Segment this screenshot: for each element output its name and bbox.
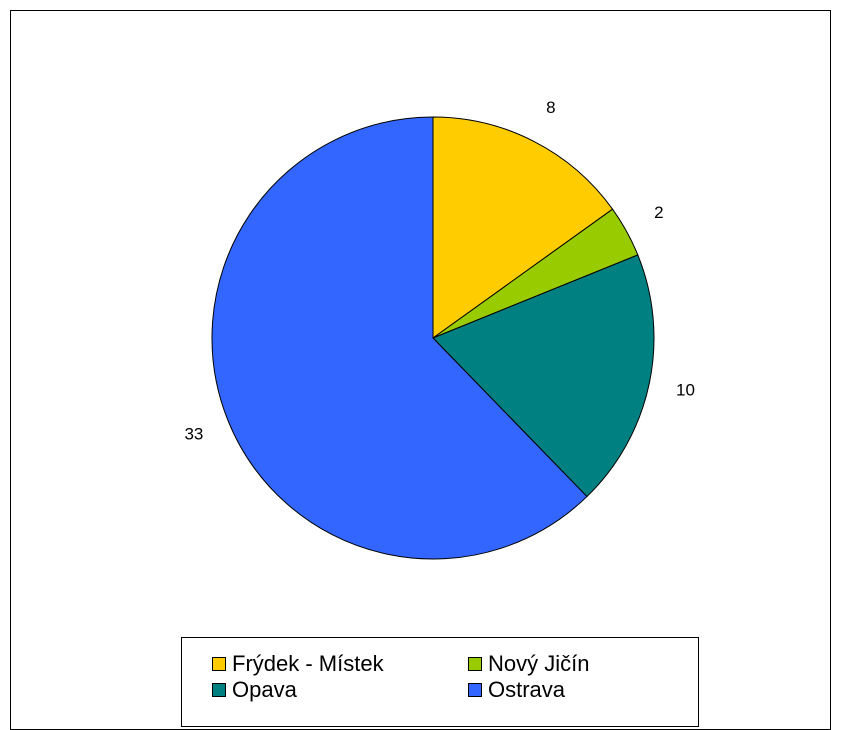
legend-label-opava: Opava xyxy=(232,677,297,702)
pie-slice-ostrava xyxy=(211,116,588,560)
pie-slice-opava xyxy=(432,254,655,498)
legend-item-novy-jicin: Nový Jičín xyxy=(468,651,590,676)
pie-slices xyxy=(211,116,655,560)
legend-label-novy-jicin: Nový Jičín xyxy=(488,651,590,676)
legend-swatch-novy-jicin xyxy=(468,657,482,671)
data-label-ostrava: 33 xyxy=(184,424,203,443)
legend-swatch-frydek-mistek xyxy=(212,657,226,671)
pie-data-labels: 8 2 10 33 xyxy=(184,98,695,444)
pie-chart: 8 2 10 33 xyxy=(184,98,695,560)
legend-label-frydek-mistek: Frýdek - Místek xyxy=(232,651,384,676)
legend-item-opava: Opava xyxy=(212,677,297,702)
data-label-opava: 10 xyxy=(676,381,695,400)
legend: Frýdek - Místek Nový Jičín Opava Ostrava xyxy=(181,637,699,727)
data-label-novy-jicin: 2 xyxy=(654,203,663,222)
legend-swatch-ostrava xyxy=(468,683,482,697)
legend-item-ostrava: Ostrava xyxy=(468,677,566,702)
legend-item-frydek-mistek: Frýdek - Místek xyxy=(212,651,384,676)
legend-label-ostrava: Ostrava xyxy=(488,677,566,702)
legend-swatch-opava xyxy=(212,683,226,697)
data-label-frydek-mistek: 8 xyxy=(546,98,555,117)
pie-slice-frydek-mistek xyxy=(432,116,614,339)
chart-area: 8 2 10 33 Frýdek - Místek Nový Jičín Opava … xyxy=(10,10,831,730)
